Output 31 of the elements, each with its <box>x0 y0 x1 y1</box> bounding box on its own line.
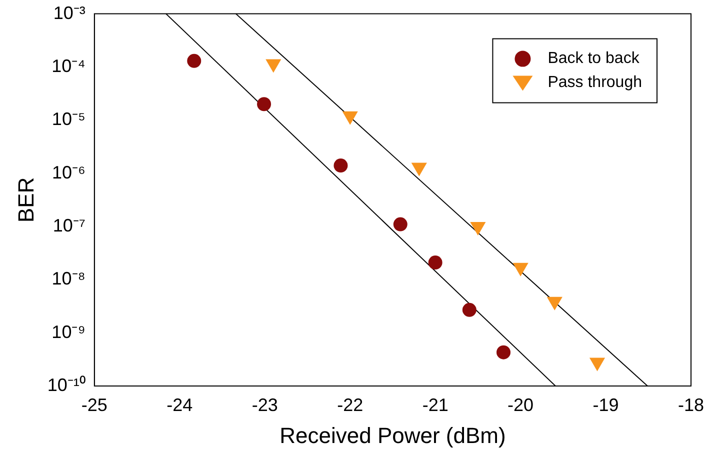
x-axis-title: Received Power (dBm) <box>280 422 506 448</box>
point <box>257 97 272 112</box>
y-tick-label: 10⁻⁷ <box>52 215 86 236</box>
y-tick-label: 10⁻¹⁰ <box>47 374 86 395</box>
point <box>512 262 528 276</box>
x-tick-label: -24 <box>166 394 193 415</box>
x-tick-label: -19 <box>592 394 619 415</box>
point <box>470 222 486 236</box>
point <box>187 54 202 68</box>
y-axis-title: BER <box>13 177 38 223</box>
x-tick-label: -23 <box>252 394 278 415</box>
x-tick-label: -20 <box>508 394 534 415</box>
point <box>411 162 427 176</box>
point <box>334 158 348 173</box>
point <box>546 296 562 310</box>
y-tick-label: 10⁻⁴ <box>52 56 86 76</box>
legend-label: Pass through <box>548 74 642 92</box>
y-tick-label: 10⁻³ <box>53 2 86 23</box>
y-tick-label: 10⁻⁵ <box>52 109 86 130</box>
point <box>589 358 606 372</box>
x-tick-label: -18 <box>678 394 704 415</box>
y-tick-label: 10⁻⁸ <box>52 268 86 289</box>
y-tick-label: 10⁻⁶ <box>52 162 86 182</box>
x-tick-label: -25 <box>81 394 108 415</box>
x-tick-label: -22 <box>337 394 364 415</box>
point <box>393 217 408 232</box>
point <box>342 111 358 125</box>
point <box>428 256 442 270</box>
legend-label: Back to back <box>548 50 640 68</box>
x-tick-label: -21 <box>422 394 448 415</box>
y-tick-label: 10⁻⁹ <box>52 322 86 342</box>
